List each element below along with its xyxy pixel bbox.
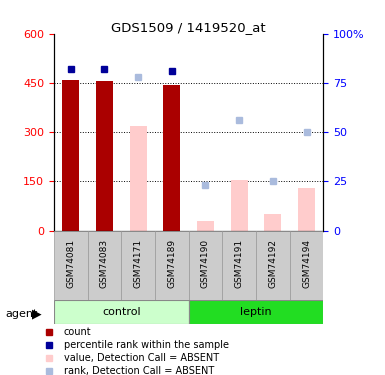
Text: GSM74191: GSM74191: [235, 239, 244, 288]
Bar: [223, 231, 256, 300]
Text: leptin: leptin: [240, 307, 272, 317]
Bar: [264, 214, 281, 231]
Bar: [54, 300, 189, 324]
Bar: [96, 81, 113, 231]
Text: GSM74083: GSM74083: [100, 239, 109, 288]
Bar: [54, 231, 88, 300]
Bar: [298, 188, 315, 231]
Text: GSM74192: GSM74192: [268, 239, 277, 288]
Bar: [189, 231, 223, 300]
Bar: [290, 231, 323, 300]
Text: GSM74190: GSM74190: [201, 239, 210, 288]
Bar: [88, 231, 121, 300]
Text: percentile rank within the sample: percentile rank within the sample: [64, 340, 229, 350]
Bar: [189, 300, 323, 324]
Text: GSM74081: GSM74081: [66, 239, 75, 288]
Text: GSM74189: GSM74189: [167, 239, 176, 288]
Bar: [121, 231, 155, 300]
Text: GDS1509 / 1419520_at: GDS1509 / 1419520_at: [111, 21, 266, 34]
Text: rank, Detection Call = ABSENT: rank, Detection Call = ABSENT: [64, 366, 214, 375]
Bar: [197, 221, 214, 231]
Text: control: control: [102, 307, 141, 317]
Bar: [163, 85, 180, 231]
Text: GSM74171: GSM74171: [134, 239, 142, 288]
Bar: [231, 180, 248, 231]
Bar: [256, 231, 290, 300]
Text: ▶: ▶: [32, 308, 42, 320]
Text: count: count: [64, 327, 92, 337]
Bar: [155, 231, 189, 300]
Text: GSM74194: GSM74194: [302, 239, 311, 288]
Text: agent: agent: [6, 309, 38, 319]
Bar: [130, 126, 147, 231]
Bar: [62, 80, 79, 231]
Text: value, Detection Call = ABSENT: value, Detection Call = ABSENT: [64, 353, 219, 363]
